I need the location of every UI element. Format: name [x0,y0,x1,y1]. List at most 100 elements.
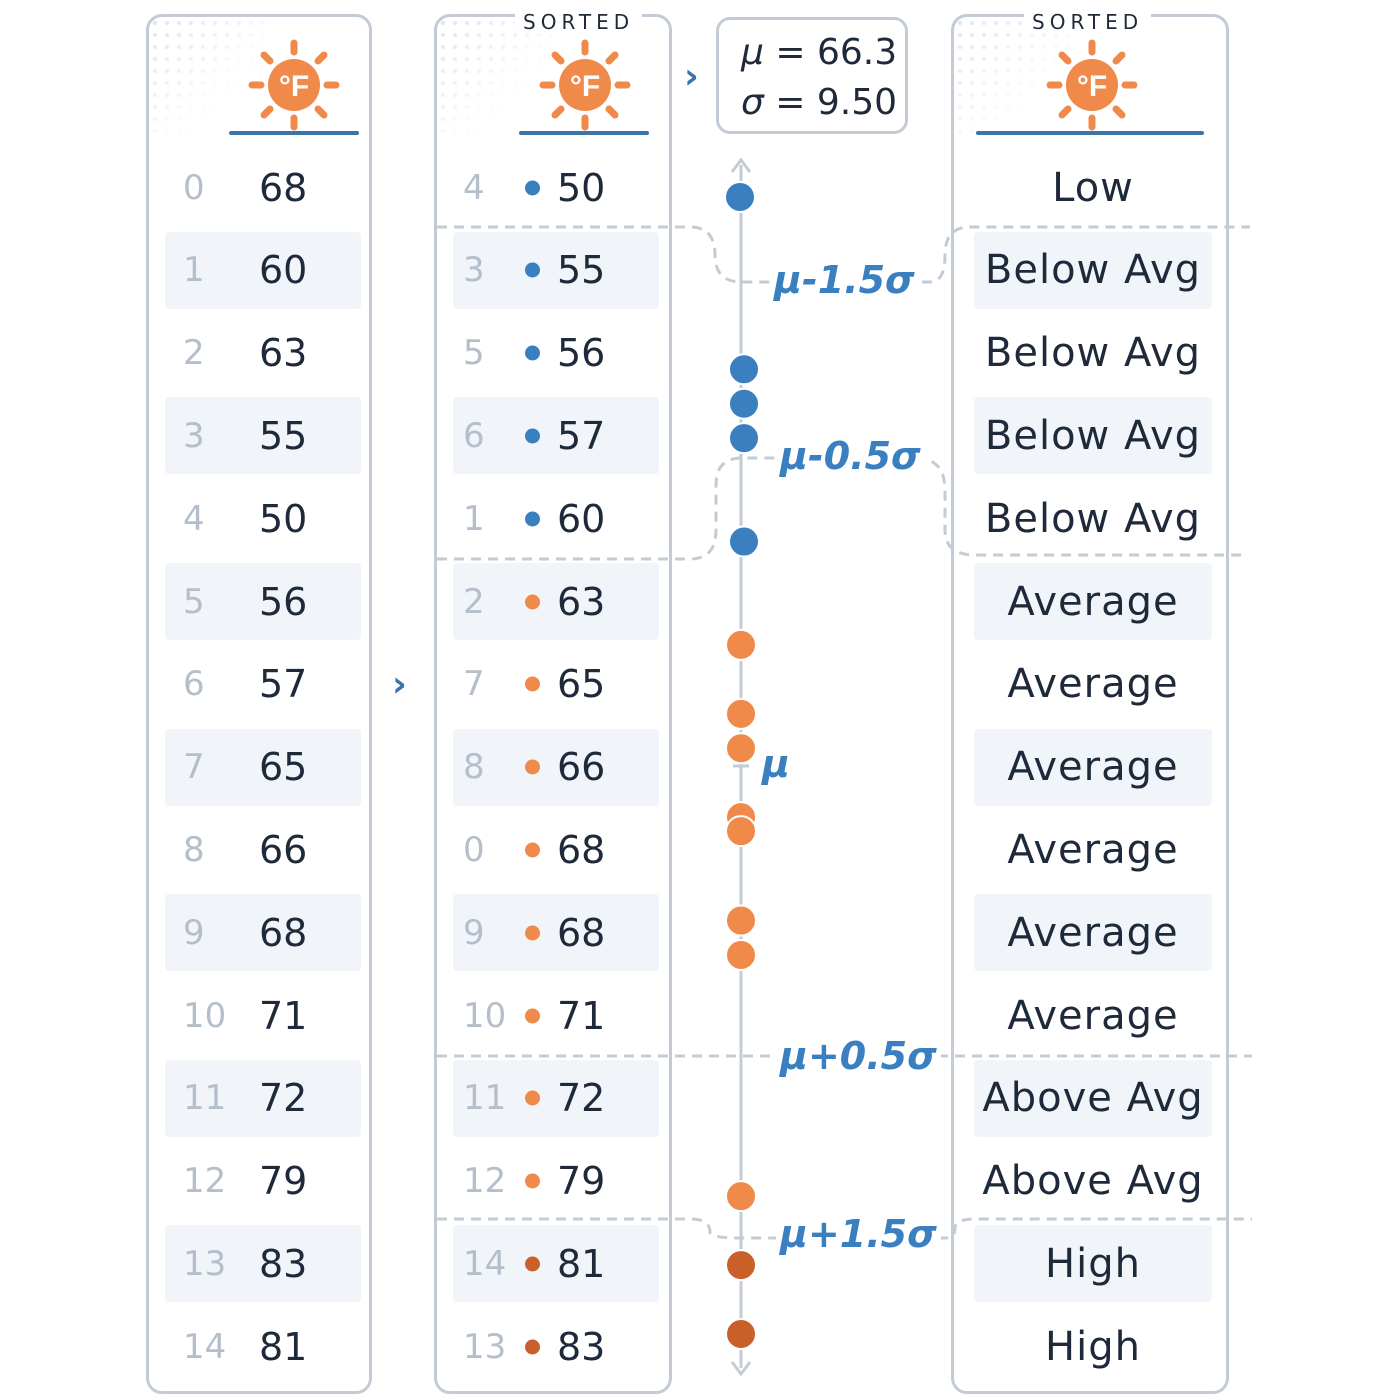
row-value: 57 [259,662,308,707]
list-item: 6 57 [165,646,361,723]
sun-thermometer-icon: °F [1046,39,1138,131]
row-value: 60 [259,248,308,293]
row-index: 3 [463,250,485,291]
list-item: 4 50 [453,149,659,226]
row-index: 9 [463,912,485,953]
row-value: 56 [557,331,606,376]
group-dot [525,1256,540,1272]
row-value: 66 [259,827,308,872]
row-index: 0 [463,829,485,870]
row-value: 81 [557,1241,606,1286]
group-dot [525,1173,540,1189]
row-value: 68 [259,910,308,955]
group-dot [525,1339,540,1355]
sun-thermometer-icon: °F [248,39,340,131]
row-index: 10 [463,995,507,1036]
row-value: 50 [259,496,308,541]
row-value: 68 [557,910,606,955]
row-value: 65 [259,745,308,790]
category-label: Below Avg [984,247,1202,294]
list-item: 0 68 [165,149,361,226]
category-label: High [1045,1240,1141,1287]
row-value: 83 [557,1324,606,1369]
header-underline [519,131,649,135]
list-item: 8 66 [453,728,659,806]
row-value: 65 [557,662,606,707]
dot-pattern-decoration [954,17,1074,137]
list-item: 7 65 [165,728,361,806]
row-index: 12 [183,1161,227,1202]
chevron-right-icon: › [392,664,407,705]
threshold-label: μ+1.5σ [776,1212,941,1256]
list-item: 12 79 [453,1143,659,1220]
row-value: 79 [557,1159,606,1204]
row-index: 3 [183,415,205,456]
row-value: 71 [259,993,308,1038]
mean-readout: μ = 66.3 [741,32,898,73]
data-point [725,1318,757,1350]
row-index: 13 [463,1326,507,1367]
row-index: 13 [183,1243,227,1284]
list-item: 2 63 [165,315,361,392]
list-item: 14 81 [453,1225,659,1303]
list-item: 3 55 [165,397,361,475]
dot-pattern-decoration [437,17,557,137]
fahrenheit-label: °F [570,70,600,103]
category-item: Average [974,811,1212,888]
data-point [725,697,757,730]
threshold-label: μ-1.5σ [770,258,919,302]
category-label: Average [1007,661,1179,708]
row-index: 10 [183,995,227,1036]
row-index: 6 [183,664,205,705]
category-item: High [974,1308,1212,1385]
row-value: 55 [259,413,308,458]
row-index: 0 [183,167,205,208]
group-dot [525,925,540,941]
category-item: Below Avg [974,397,1212,475]
list-item: 12 79 [165,1143,361,1220]
list-item: 6 57 [453,397,659,475]
list-item: 10 71 [165,977,361,1054]
list-item: 4 50 [165,480,361,557]
row-index: 5 [463,333,485,374]
row-index: 4 [463,167,485,208]
category-label: Average [1007,992,1179,1039]
group-dot [525,262,540,278]
group-dot [525,842,540,858]
row-value: 57 [557,413,606,458]
group-dot [525,511,540,527]
row-index: 11 [463,1078,507,1119]
category-item: Average [974,646,1212,723]
chevron-right-icon: › [684,56,699,97]
threshold-label: μ+0.5σ [776,1034,941,1078]
category-label: High [1045,1323,1141,1370]
data-point [725,628,757,661]
row-value: 63 [259,331,308,376]
category-item: Below Avg [974,480,1212,557]
sun-thermometer-icon: °F [539,39,631,131]
list-item: 1 60 [453,480,659,557]
category-label: Below Avg [984,495,1202,542]
row-value: 60 [557,496,606,541]
dot-pattern-decoration [149,17,269,137]
row-index: 14 [183,1326,227,1367]
list-item: 14 81 [165,1308,361,1385]
data-point [728,387,760,420]
row-value: 72 [259,1076,308,1121]
category-item: Above Avg [974,1059,1212,1137]
category-item: Below Avg [974,231,1212,309]
category-item: Above Avg [974,1143,1212,1220]
category-item: Average [974,563,1212,640]
group-dot [525,759,540,775]
category-label: Above Avg [982,1158,1204,1205]
category-label: Below Avg [984,330,1202,377]
sorted-heading: SORTED [1024,11,1152,33]
fahrenheit-label: °F [279,70,309,103]
category-label: Low [1052,164,1134,211]
category-label: Average [1007,744,1179,791]
row-index: 7 [463,664,485,705]
list-item: 11 72 [165,1059,361,1137]
data-point [728,525,760,558]
category-label: Average [1007,578,1179,625]
